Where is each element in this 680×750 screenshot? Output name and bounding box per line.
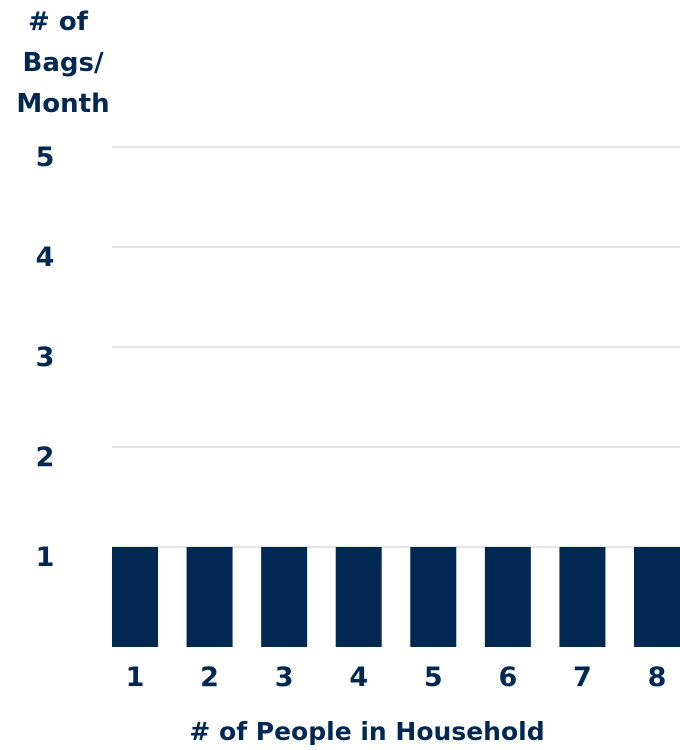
y-tick-label: 1 (36, 542, 55, 573)
bar (261, 547, 308, 647)
bar (634, 547, 680, 647)
y-axis-label-line-2: Bags/ (23, 48, 104, 78)
x-tick-label: 8 (648, 662, 667, 693)
x-tick-label: 3 (275, 662, 294, 693)
y-axis-label-line-1: # of (28, 7, 89, 37)
x-tick-label: 6 (498, 662, 517, 693)
x-tick-label: 5 (424, 662, 443, 693)
y-tick-label: 4 (36, 242, 55, 273)
x-tick-label: 7 (573, 662, 592, 693)
gridlines (112, 146, 680, 548)
y-tick-label: 2 (36, 442, 55, 473)
bar (559, 547, 606, 647)
y-axis-label: # of Bags/ Month (16, 7, 109, 119)
y-tick-label: 5 (36, 142, 55, 173)
x-tick-label: 2 (200, 662, 219, 693)
bar (484, 547, 531, 647)
x-tick-labels: 1 2 3 4 5 6 7 8 (126, 662, 667, 693)
y-tick-label: 3 (36, 342, 55, 373)
bar (335, 547, 382, 647)
y-tick-labels: 1 2 3 4 5 (36, 142, 55, 573)
x-tick-label: 1 (126, 662, 145, 693)
y-axis-label-line-3: Month (16, 89, 109, 119)
bar (410, 547, 457, 647)
x-tick-label: 4 (349, 662, 368, 693)
bar (186, 547, 233, 647)
bars (112, 547, 680, 647)
x-axis-label: # of People in Household (189, 717, 544, 746)
bar (112, 547, 158, 647)
